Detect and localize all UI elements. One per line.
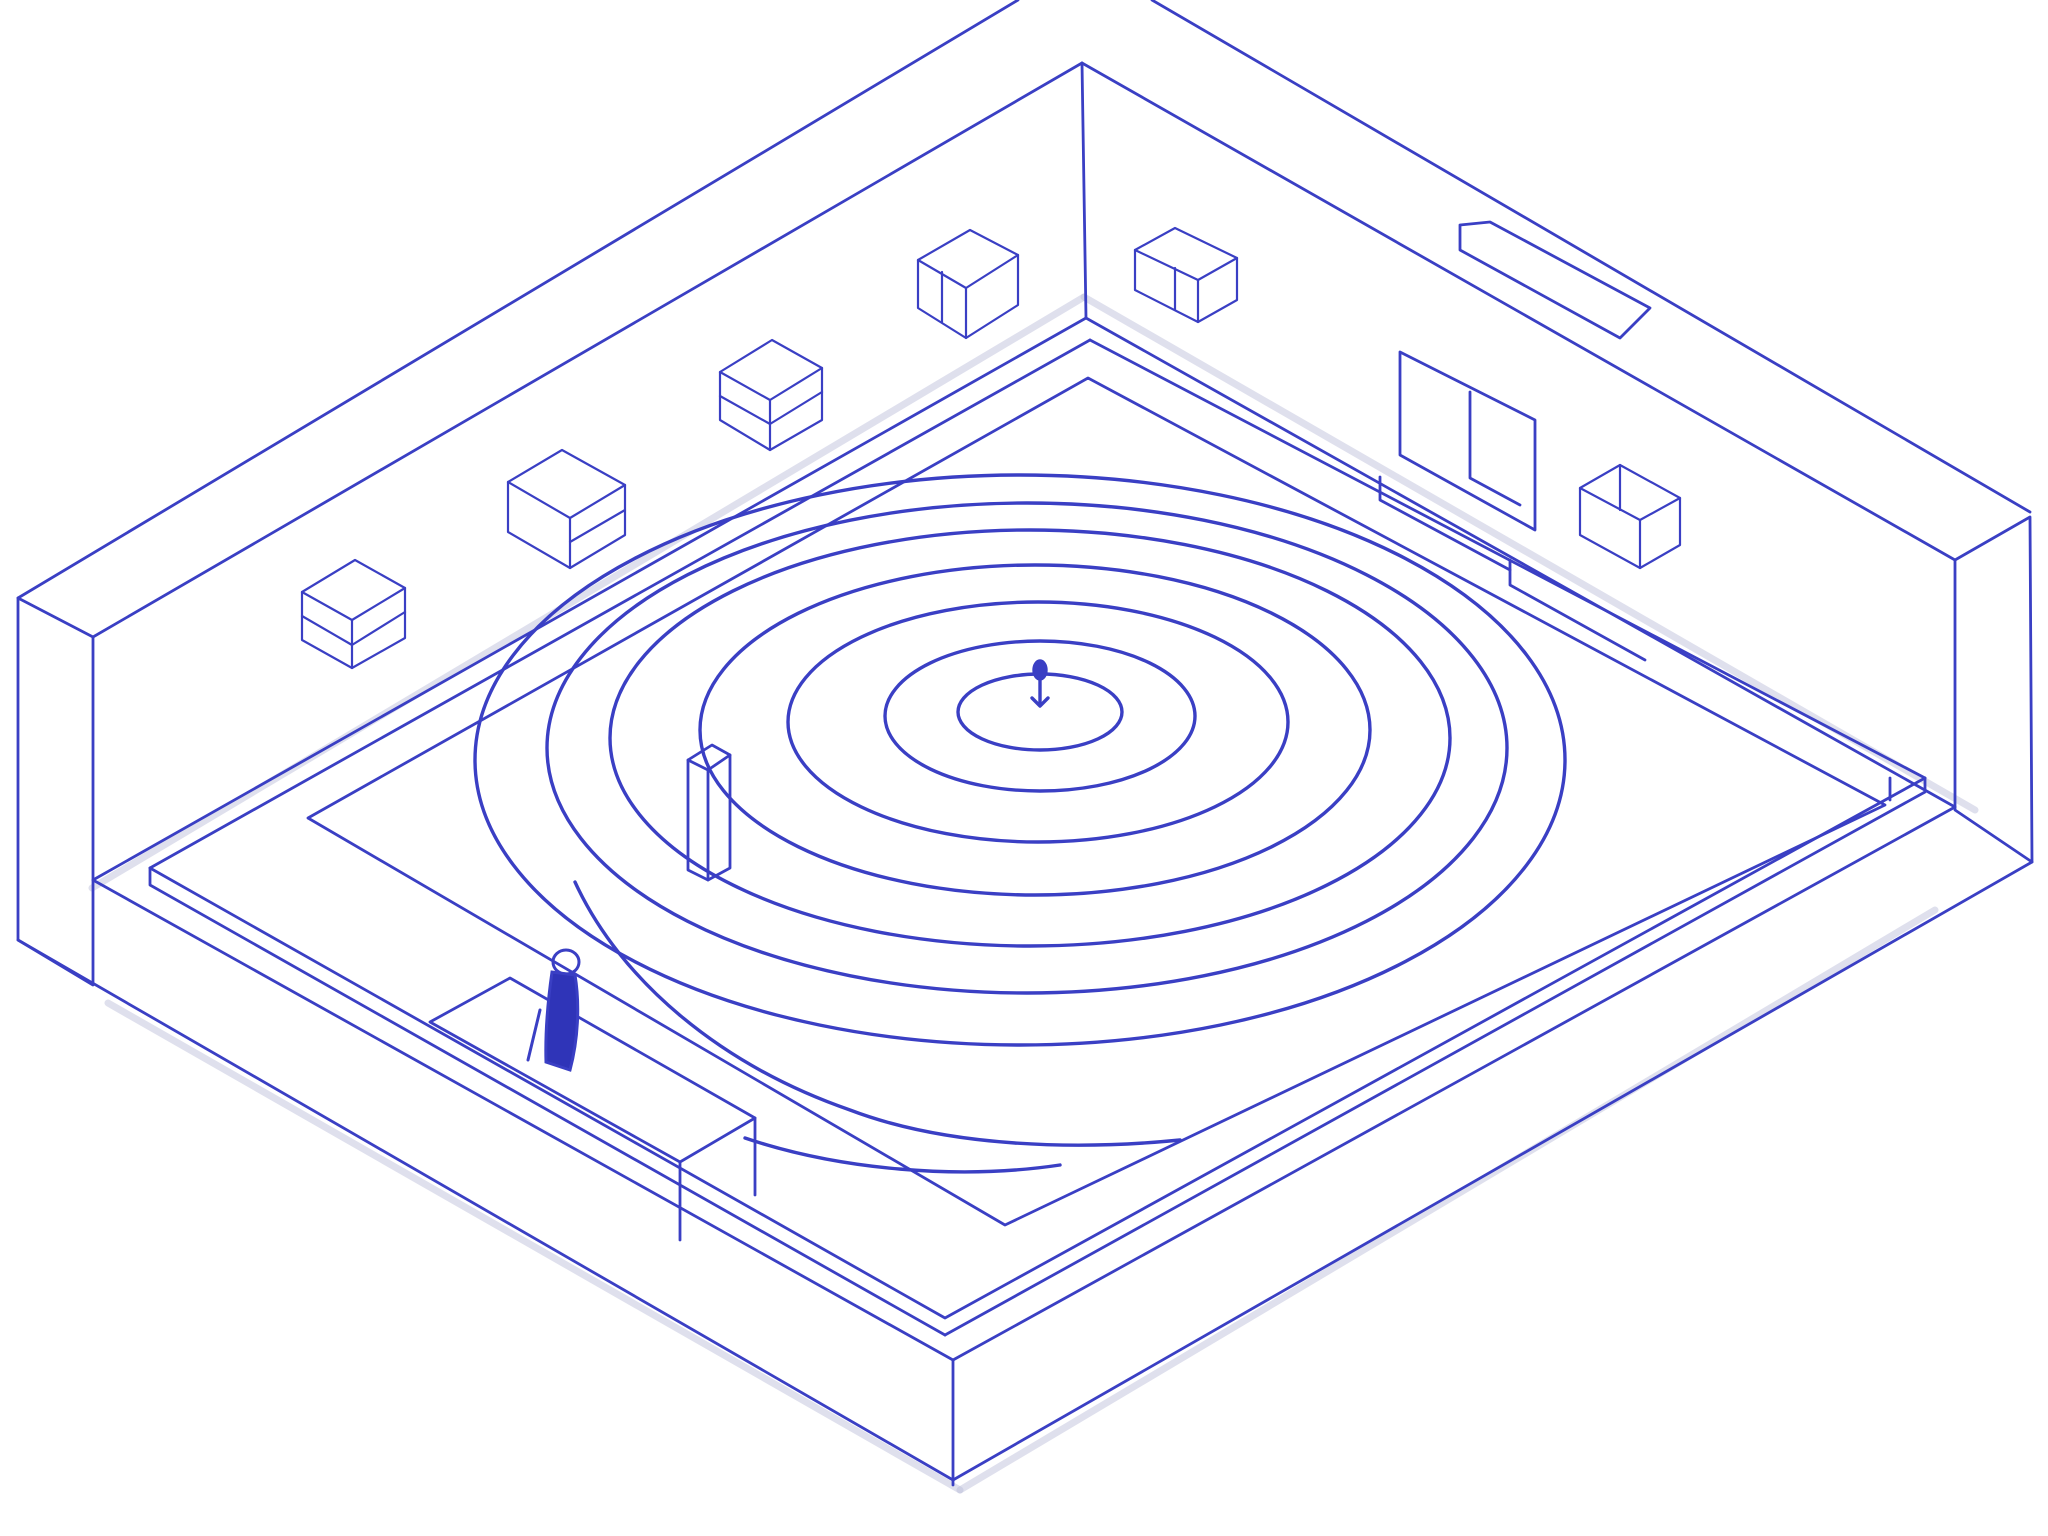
doorway-inner — [1468, 390, 1522, 507]
spiral-ring-5 — [608, 528, 1452, 948]
wall-cube-1 — [300, 558, 407, 670]
wall-cube-2 — [506, 448, 627, 570]
doorway-step-right — [1508, 558, 1647, 662]
wall-cube-4 — [916, 228, 1020, 340]
right-wall-inner-top — [1080, 61, 1957, 562]
base-front-left-edge — [16, 938, 955, 1482]
right-wall-top-edge — [1150, 0, 2032, 514]
right-wall-cap — [1953, 515, 2034, 864]
platform-front — [148, 776, 1927, 1320]
platform-outer-right — [943, 776, 1927, 1337]
left-wall-base — [91, 316, 1088, 882]
spiral-ring-3 — [786, 600, 1290, 844]
monolith — [686, 743, 732, 882]
human-figure — [526, 948, 581, 1072]
front-right-floor-shadow — [956, 906, 1939, 1494]
right-wall-cubes — [1133, 226, 1682, 570]
front-floor-shadow — [104, 999, 964, 1494]
room-structure — [16, 0, 2034, 1487]
spiral-ring-2 — [883, 639, 1197, 793]
back-corner-vertical — [1080, 61, 1088, 320]
base-front-right-edge — [951, 860, 2034, 1482]
spiral-ring-4 — [698, 563, 1372, 897]
left-wall-cap — [16, 596, 95, 987]
spiral-tail — [573, 880, 1182, 1147]
base-top-front-left — [91, 878, 955, 1362]
left-wall-cubes — [300, 228, 1020, 670]
wall-cube-5 — [1133, 226, 1239, 324]
floor-shadows — [88, 293, 1979, 1494]
left-floor-shadow — [88, 293, 1088, 892]
wall-cube-6 — [1578, 463, 1682, 570]
right-wall-base — [1084, 316, 1957, 809]
spiral-tail-lower — [743, 1136, 1062, 1174]
spiral-ring-6 — [545, 501, 1509, 995]
doorway-step — [1378, 475, 1512, 572]
base-top-front-right — [951, 805, 1957, 1362]
left-wall-inner-top — [91, 61, 1084, 639]
right-wall-panel — [1458, 220, 1652, 340]
wall-cube-3 — [718, 338, 824, 452]
left-wall-top-edge — [16, 0, 1020, 600]
platform-top-left — [148, 338, 1092, 870]
platform-top-right — [1088, 338, 1927, 780]
center-marker — [1030, 659, 1050, 708]
doorway — [1398, 350, 1537, 532]
spiral-ring-7 — [473, 473, 1567, 1047]
right-floor-shadow — [1080, 293, 1979, 814]
